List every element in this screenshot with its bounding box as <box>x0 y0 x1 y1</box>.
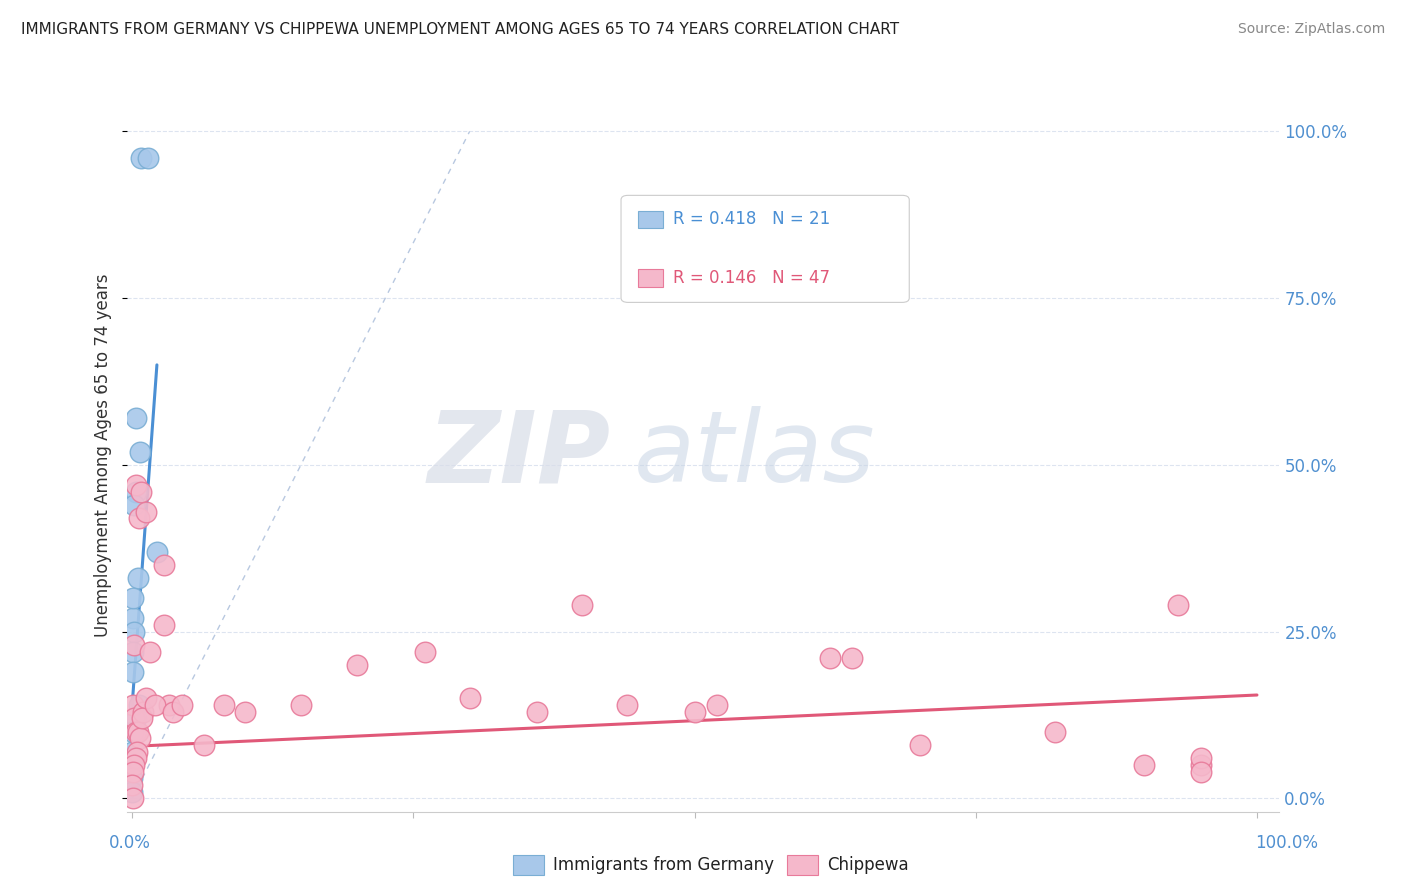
Point <box>1043 724 1066 739</box>
Point <box>135 505 157 519</box>
Text: R = 0.418   N = 21: R = 0.418 N = 21 <box>673 211 831 228</box>
Point <box>129 444 152 458</box>
Point <box>1189 751 1212 765</box>
Point <box>124 758 146 772</box>
Point <box>129 484 152 499</box>
Point <box>128 511 150 525</box>
Point <box>818 651 841 665</box>
Point <box>122 645 145 659</box>
Point <box>124 711 146 725</box>
Point <box>908 738 931 752</box>
Point <box>125 745 148 759</box>
Point <box>121 745 143 759</box>
Text: atlas: atlas <box>634 407 876 503</box>
Point <box>124 624 146 639</box>
Point <box>124 498 146 512</box>
Point <box>571 598 593 612</box>
Text: 100.0%: 100.0% <box>1256 834 1317 852</box>
Point <box>413 645 436 659</box>
Y-axis label: Unemployment Among Ages 65 to 74 years: Unemployment Among Ages 65 to 74 years <box>94 273 112 637</box>
Point <box>129 731 152 746</box>
Point <box>121 785 143 799</box>
Point <box>122 764 145 779</box>
Point <box>122 591 145 606</box>
Point <box>841 651 863 665</box>
Point <box>136 151 159 165</box>
Point <box>124 711 146 725</box>
Text: R = 0.146   N = 47: R = 0.146 N = 47 <box>673 269 830 287</box>
Point <box>135 691 157 706</box>
Point <box>121 758 143 772</box>
Point <box>128 698 150 712</box>
Point <box>131 711 153 725</box>
Point <box>124 724 146 739</box>
Point <box>122 751 145 765</box>
Point <box>152 558 174 572</box>
Point <box>157 698 180 712</box>
Text: IMMIGRANTS FROM GERMANY VS CHIPPEWA UNEMPLOYMENT AMONG AGES 65 TO 74 YEARS CORRE: IMMIGRANTS FROM GERMANY VS CHIPPEWA UNEM… <box>21 22 900 37</box>
Point <box>124 411 146 425</box>
Point <box>127 571 149 585</box>
Point <box>124 484 146 499</box>
Point <box>526 705 548 719</box>
Point <box>1167 598 1189 612</box>
Point <box>124 478 146 492</box>
Text: 0.0%: 0.0% <box>108 834 150 852</box>
Point <box>121 778 143 792</box>
Point <box>143 698 166 712</box>
Text: Chippewa: Chippewa <box>827 856 908 874</box>
Point <box>1133 758 1156 772</box>
Point <box>706 698 728 712</box>
Point <box>214 698 236 712</box>
Point <box>132 705 155 719</box>
Point <box>152 618 174 632</box>
Text: Source: ZipAtlas.com: Source: ZipAtlas.com <box>1237 22 1385 37</box>
Text: ZIP: ZIP <box>427 407 610 503</box>
Point <box>346 658 368 673</box>
Text: Immigrants from Germany: Immigrants from Germany <box>553 856 773 874</box>
Point <box>127 724 149 739</box>
Point <box>162 705 184 719</box>
Point <box>233 705 256 719</box>
Point <box>1189 764 1212 779</box>
Point <box>290 698 312 712</box>
Point <box>122 665 145 679</box>
Point <box>121 772 143 786</box>
Point <box>170 698 193 712</box>
Point <box>1189 758 1212 772</box>
Point <box>122 724 145 739</box>
Point <box>124 638 146 652</box>
Point <box>683 705 706 719</box>
Point <box>122 791 145 805</box>
Point <box>124 751 146 765</box>
Point <box>139 645 162 659</box>
Point <box>458 691 481 706</box>
Point <box>193 738 215 752</box>
Point <box>129 151 152 165</box>
Point <box>146 544 169 558</box>
Point <box>122 698 145 712</box>
Point <box>616 698 638 712</box>
Point <box>122 611 145 625</box>
